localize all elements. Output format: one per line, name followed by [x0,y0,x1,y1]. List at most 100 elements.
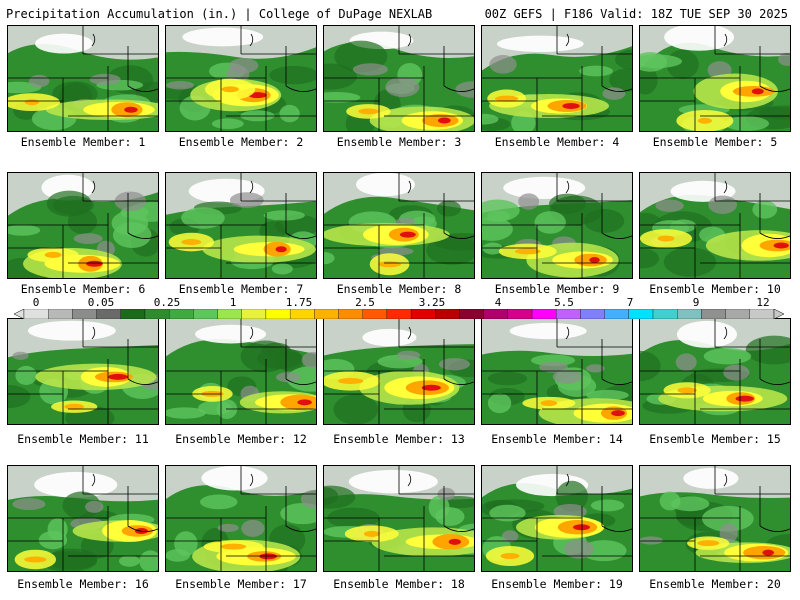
colorbar-segment [362,309,388,319]
ensemble-panel-19 [481,465,633,572]
ensemble-panel-17 [165,465,317,572]
ensemble-panel-3 [323,25,475,132]
ensemble-member-label: Ensemble Member: 11 [17,432,149,446]
ensemble-panel-11 [7,318,159,425]
precip-map [166,466,316,571]
colorbar-tick-label: 0 [32,296,40,309]
colorbar-segment [556,309,581,319]
ensemble-member-label: Ensemble Member: 16 [17,577,149,591]
precip-map [640,173,790,278]
colorbar-segment [410,309,436,319]
precip-map [640,319,790,424]
precip-map [324,319,474,424]
ensemble-member-label: Ensemble Member: 14 [491,432,623,446]
colorbar-segment [193,309,218,319]
colorbar-segment [677,309,702,319]
ensemble-panel-12 [165,318,317,425]
ensemble-panel-16 [7,465,159,572]
colorbar-segment [580,309,605,319]
ensemble-panel-9 [481,172,633,279]
precip-map [324,26,474,131]
ensemble-member-label: Ensemble Member: 2 [178,135,304,149]
precip-map [324,466,474,571]
colorbar-segment [507,309,533,319]
precip-map [8,319,158,424]
precip-map [324,173,474,278]
ensemble-member-label: Ensemble Member: 9 [494,282,620,296]
colorbar-tick-label: 2.5 [355,296,375,309]
precip-map [8,173,158,278]
ensemble-member-label: Ensemble Member: 20 [649,577,781,591]
colorbar-segment [217,309,242,319]
colorbar-segment [169,309,194,319]
ensemble-panel-20 [639,465,791,572]
ensemble-panel-6 [7,172,159,279]
ensemble-panel-13 [323,318,475,425]
precip-map [8,26,158,131]
ensemble-panel-4 [481,25,633,132]
colorbar-segment [435,309,460,319]
colorbar-segment [386,309,412,319]
colorbar-segment [120,309,146,319]
ensemble-member-label: Ensemble Member: 7 [178,282,304,296]
ensemble-member-label: Ensemble Member: 17 [175,577,307,591]
colorbar-tick-label: 0.05 [87,296,115,309]
precip-map [482,26,632,131]
ensemble-member-label: Ensemble Member: 3 [336,135,462,149]
ensemble-panel-5 [639,25,791,132]
ensemble-member-label: Ensemble Member: 19 [491,577,623,591]
precip-map [482,319,632,424]
ensemble-panel-7 [165,172,317,279]
colorbar-tick-label: 12 [756,296,770,309]
colorbar-tick-label: 3.25 [418,296,446,309]
colorbar-tick-label: 1 [229,296,237,309]
colorbar-segment [459,309,484,319]
colorbar-segment [652,309,678,319]
header-right-title: 00Z GEFS | F186 Valid: 18Z TUE SEP 30 20… [484,7,788,21]
ensemble-member-label: Ensemble Member: 8 [336,282,462,296]
ensemble-member-label: Ensemble Member: 6 [20,282,146,296]
ensemble-member-label: Ensemble Member: 12 [175,432,307,446]
colorbar-segment [725,309,750,319]
header-left-title: Precipitation Accumulation (in.) | Colle… [6,7,433,21]
ensemble-member-label: Ensemble Member: 4 [494,135,620,149]
precip-map [640,466,790,571]
colorbar-segment [96,309,121,319]
colorbar-segment [144,309,170,319]
colorbar-segment [604,309,629,319]
precip-map [8,466,158,571]
ensemble-panel-8 [323,172,475,279]
colorbar-tick-label: 5.5 [554,296,574,309]
ensemble-panel-2 [165,25,317,132]
ensemble-member-label: Ensemble Member: 15 [649,432,781,446]
precip-map [482,466,632,571]
precip-map [166,173,316,278]
colorbar-tick-label: 9 [692,296,700,309]
colorbar-segment [289,309,315,319]
ensemble-member-label: Ensemble Member: 1 [20,135,146,149]
colorbar-segment [72,309,97,319]
colorbar-segment [314,309,339,319]
ensemble-member-label: Ensemble Member: 10 [649,282,781,296]
precip-map [482,173,632,278]
ensemble-panel-10 [639,172,791,279]
colorbar [14,309,784,319]
colorbar-segment [265,309,291,319]
precip-map [166,26,316,131]
colorbar-tick-label: 0.25 [153,296,181,309]
precip-map [166,319,316,424]
colorbar-segment [628,309,654,319]
ensemble-member-label: Ensemble Member: 13 [333,432,465,446]
ensemble-panel-18 [323,465,475,572]
precip-map [640,26,790,131]
colorbar-segment [531,309,557,319]
colorbar-tick-label: 1.75 [285,296,313,309]
colorbar-segment [749,309,775,319]
ensemble-member-label: Ensemble Member: 18 [333,577,465,591]
colorbar-segment [23,309,49,319]
ensemble-panel-14 [481,318,633,425]
ensemble-panel-15 [639,318,791,425]
colorbar-segment [241,309,267,319]
colorbar-tick-label: 7 [626,296,634,309]
colorbar-segment [483,309,509,319]
